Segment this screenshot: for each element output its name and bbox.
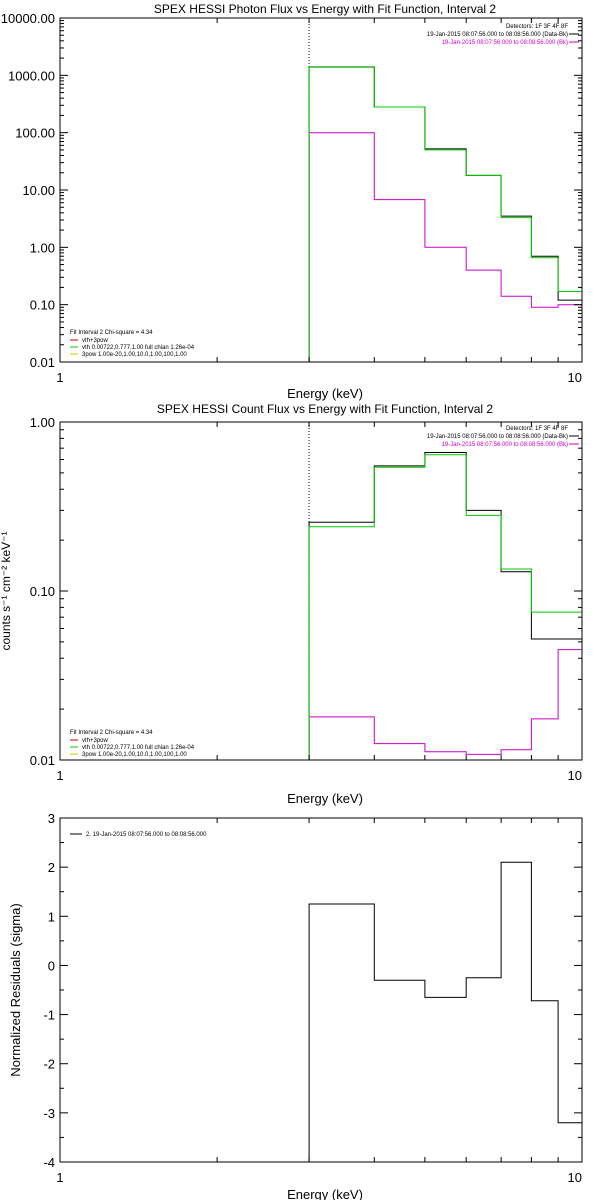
residuals-series-residuals (308, 861, 582, 1162)
y-tick-label: 1.00 (30, 415, 55, 430)
info-line: 19-Jan-2015 08:07:56.000 to 08:08:56.000… (427, 32, 568, 38)
y-tick-label: 10.00 (22, 183, 55, 198)
photon-flux-info-legend: Detectors: 1F 3F 4F 8F 19-Jan-2015 08:07… (427, 24, 579, 46)
y-tick-label: -2 (43, 1057, 55, 1072)
fit-line: vth 0.00722,0.777,1.00 full chian 1.26e-… (82, 745, 195, 751)
fit-line: vth+3pow (82, 338, 109, 344)
residuals-x-axis: 1 10 (56, 818, 582, 1185)
y-tick-label: 0.01 (30, 355, 55, 370)
y-tick-label: 3 (48, 811, 55, 826)
info-line: Detectors: 1F 3F 4F 8F (506, 24, 568, 30)
photon-flux-x-axis: 1 10 (56, 18, 582, 385)
fit-line: 3pow 1.00e-20,1.00,10.0,1.00,100,1.00 (82, 352, 187, 358)
count-flux-title: SPEX HESSI Count Flux vs Energy with Fit… (157, 402, 493, 416)
y-tick-label: 0.10 (30, 584, 55, 599)
info-line: 19-Jan-2015 08:07:56.000 to 08:08:56.000… (442, 40, 568, 46)
info-line: 19-Jan-2015 08:07:56.000 to 08:08:56.000… (427, 434, 568, 440)
fit-line: Fit Interval 2 Chi-square = 4.34 (70, 730, 153, 736)
y-tick-label: 0.01 (30, 753, 55, 768)
y-tick-label: 10000.00 (1, 11, 55, 26)
count-flux-fit-legend: Fit Interval 2 Chi-square = 4.34 vth+3po… (70, 730, 195, 758)
y-tick-label: 0 (48, 958, 55, 973)
count-flux-y-axis-label: counts s⁻¹ cm⁻² keV⁻¹ (0, 531, 13, 650)
residuals-plot-area (308, 861, 582, 1162)
info-line: Detectors: 1F 3F 4F 8F (506, 426, 568, 432)
photon-flux-plot-area (308, 18, 582, 362)
fit-line: vth+3pow (82, 738, 109, 744)
residuals-y-axis: 3 2 1 0 -1 -2 -3 -4 (43, 811, 582, 1170)
count-flux-x-axis: 1 10 (56, 422, 582, 783)
y-tick-label: 0.10 (30, 298, 55, 313)
photon-flux-y-axis: 10000.00 1000.00 100.00 10.00 1.00 0.10 0.01 (1, 11, 582, 370)
y-tick-label: 2 (48, 860, 55, 875)
y-tick-label: 1000.00 (8, 68, 55, 83)
photon-flux-series-bk (308, 132, 582, 362)
y-tick-label: -1 (43, 1008, 55, 1023)
count-flux-plot-area (308, 422, 582, 760)
y-tick-label: -4 (43, 1155, 55, 1170)
count-flux-y-axis: 1.00 0.10 0.01 (30, 415, 582, 768)
info-line: 19-Jan-2015 08:07:56.000 to 08:08:56.000… (442, 442, 568, 448)
x-tick-label: 1 (56, 1170, 63, 1185)
x-tick-label: 10 (568, 1170, 582, 1185)
count-flux-info-legend: Detectors: 1F 3F 4F 8F 19-Jan-2015 08:07… (427, 426, 579, 448)
y-tick-label: -3 (43, 1106, 55, 1121)
legend-label: 2. 19-Jan-2015 08:07:56.000 to 08:08:56.… (86, 832, 207, 838)
x-tick-label: 1 (56, 768, 63, 783)
count-flux-panel: SPEX HESSI Count Flux vs Energy with Fit… (0, 402, 583, 806)
count-flux-series-bk (308, 649, 582, 760)
count-flux-series-fit (308, 454, 582, 760)
fit-line: vth 0.00722,0.777,1.00 full chian 1.26e-… (82, 345, 195, 351)
y-tick-label: 1.00 (30, 240, 55, 255)
y-tick-label: 100.00 (15, 126, 55, 141)
x-tick-label: 10 (568, 768, 582, 783)
fit-line: 3pow 1.00e-20,1.00,10.0,1.00,100,1.00 (82, 752, 187, 758)
count-flux-x-axis-label: Energy (keV) (287, 791, 363, 806)
residuals-y-axis-label: Normalized Residuals (sigma) (8, 903, 23, 1076)
x-tick-label: 10 (568, 370, 582, 385)
fit-line: Fit Interval 2 Chi-square = 4.34 (70, 330, 153, 336)
residuals-x-axis-label: Energy (keV) (287, 1187, 363, 1200)
residuals-legend: 2. 19-Jan-2015 08:07:56.000 to 08:08:56.… (70, 832, 207, 838)
photon-flux-x-axis-label: Energy (keV) (287, 386, 363, 401)
photon-flux-fit-legend: Fit Interval 2 Chi-square = 4.34 vth+3po… (70, 330, 195, 358)
x-tick-label: 1 (56, 370, 63, 385)
photon-flux-title: SPEX HESSI Photon Flux vs Energy with Fi… (154, 2, 496, 16)
photon-flux-series-fit (308, 66, 582, 362)
photon-flux-panel: SPEX HESSI Photon Flux vs Energy with Fi… (1, 2, 583, 401)
y-tick-label: 1 (48, 909, 55, 924)
